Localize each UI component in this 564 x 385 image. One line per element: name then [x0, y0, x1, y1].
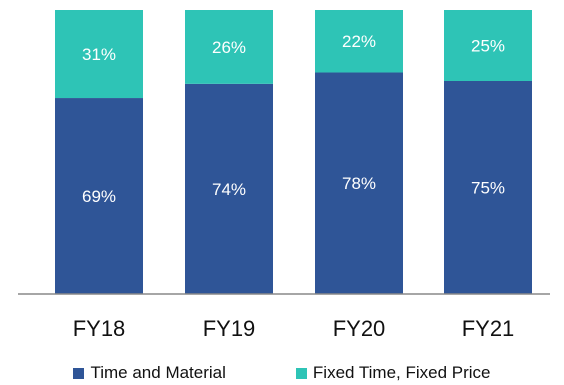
x-tick-label-fy20: FY20 [333, 316, 386, 341]
legend-label-fixed-time-fixed-price: Fixed Time, Fixed Price [312, 363, 491, 382]
legend-item-fixed-time-fixed-price: Fixed Time, Fixed Price [295, 363, 491, 383]
bar-fy20-time-and-material [315, 72, 403, 294]
legend-swatch-fixed-time-fixed-price [295, 367, 307, 379]
bar-fy21-time-and-material [444, 81, 532, 294]
bar-fy18-time-and-material [55, 98, 143, 294]
data-label-fy21-fixed-time-fixed-price: 25% [471, 37, 505, 56]
x-ticks-group: FY18 FY19 FY20 FY21 [73, 316, 515, 341]
bar-fy19-fixed-time-fixed-price [185, 10, 273, 84]
x-tick-label-fy21: FY21 [462, 316, 515, 341]
legend: Time and Material Fixed Time, Fixed Pric… [0, 362, 564, 384]
data-label-fy20-time-and-material: 78% [342, 174, 376, 193]
legend-swatch-time-and-material [73, 367, 85, 379]
bar-fy18-fixed-time-fixed-price [55, 10, 143, 99]
legend-item-time-and-material: Time and Material [73, 363, 226, 383]
segment-labels-group: 69% 31% 74% 26% 78% 22% 75% 25% [82, 32, 505, 206]
x-tick-label-fy18: FY18 [73, 316, 126, 341]
x-tick-label-fy19: FY19 [203, 316, 256, 341]
bars-group [55, 10, 532, 294]
data-label-fy19-time-and-material: 74% [212, 180, 246, 199]
bar-fy20-fixed-time-fixed-price [315, 10, 403, 73]
data-label-fy20-fixed-time-fixed-price: 22% [342, 32, 376, 51]
data-label-fy21-time-and-material: 75% [471, 179, 505, 198]
bar-fy19-time-and-material [185, 83, 273, 294]
data-label-fy18-time-and-material: 69% [82, 187, 116, 206]
bar-fy21-fixed-time-fixed-price [444, 10, 532, 81]
data-label-fy19-fixed-time-fixed-price: 26% [212, 38, 246, 57]
data-label-fy18-fixed-time-fixed-price: 31% [82, 45, 116, 64]
legend-label-time-and-material: Time and Material [90, 363, 226, 382]
